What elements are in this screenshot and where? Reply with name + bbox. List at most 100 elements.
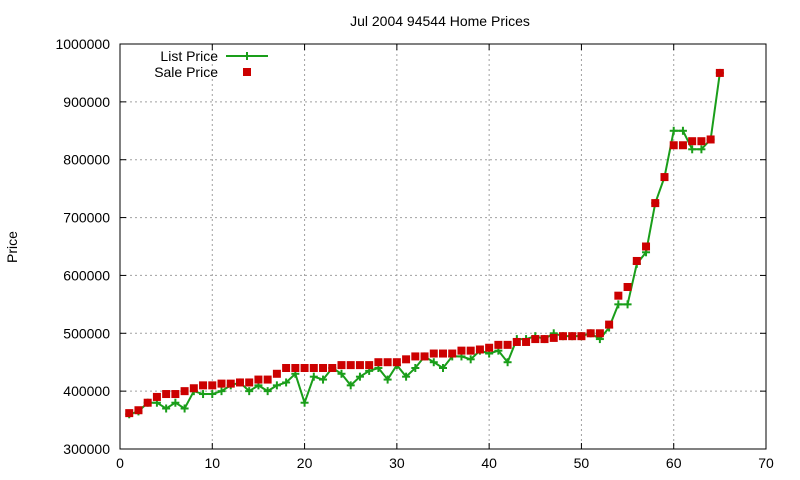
sale-price-point	[706, 135, 715, 144]
y-tick-label: 900000	[63, 94, 110, 110]
sale-price-point	[346, 361, 355, 370]
plot-border	[119, 43, 767, 450]
sale-price-point	[125, 409, 134, 418]
sale-price-point	[282, 364, 291, 372]
list-price-point	[282, 378, 291, 387]
list-price-point	[272, 381, 281, 390]
list-price-point	[678, 126, 687, 135]
y-tick-label: 300000	[63, 441, 110, 457]
sale-price-point	[300, 364, 309, 372]
list-price-point	[503, 358, 512, 367]
list-price-point	[466, 355, 475, 364]
sale-price-point	[208, 381, 217, 390]
list-price-point	[669, 126, 678, 135]
list-price-point	[614, 300, 623, 309]
sale-price-point	[715, 68, 724, 77]
sale-price-point	[199, 381, 208, 390]
list-price-point	[623, 300, 632, 309]
sale-price-point	[355, 361, 364, 370]
x-tick-label: 0	[116, 455, 124, 471]
sale-price-point	[494, 340, 503, 349]
list-price-point	[245, 387, 254, 396]
y-tick-label: 800000	[63, 152, 110, 168]
series	[125, 68, 724, 419]
sale-price-point	[439, 349, 447, 358]
sale-price-point	[245, 378, 254, 387]
list-price-point	[697, 145, 706, 154]
sale-price-point	[143, 398, 152, 407]
legend-swatch-square	[243, 68, 251, 76]
list-price-point	[217, 387, 226, 396]
sale-price-point	[217, 379, 226, 388]
legend-label: Sale Price	[154, 64, 218, 80]
list-price-point	[263, 387, 272, 396]
legend-swatch-marker	[243, 52, 251, 60]
sale-price-point	[678, 141, 687, 150]
sale-price-point	[189, 384, 198, 393]
sale-price-point	[651, 199, 660, 208]
y-tick-label: 1000000	[55, 36, 110, 52]
list-price-point	[429, 358, 438, 367]
sale-price-point	[337, 361, 346, 370]
x-tick-label: 20	[297, 455, 313, 471]
sale-price-point	[134, 406, 143, 415]
chart-title: Jul 2004 94544 Home Prices	[350, 13, 530, 29]
sale-price-point	[152, 392, 161, 401]
y-tick-label: 600000	[63, 267, 110, 283]
list-price-point	[300, 398, 309, 407]
legend-label: List Price	[160, 48, 218, 64]
list-price-point	[199, 390, 208, 399]
sale-price-point	[383, 358, 392, 367]
sale-price-point	[540, 335, 549, 344]
sale-price-point	[254, 375, 263, 384]
sale-price-point	[605, 320, 614, 329]
list-price-point	[411, 364, 420, 372]
sale-price-point	[568, 332, 577, 341]
sale-price-point	[586, 329, 595, 338]
x-tick-label: 50	[574, 455, 590, 471]
sale-price-point	[291, 364, 300, 372]
sale-price-point	[365, 361, 374, 370]
list-price-point	[439, 364, 447, 372]
sale-price-point	[411, 352, 420, 361]
sale-price-point	[392, 358, 401, 367]
list-price-point	[171, 398, 180, 407]
sale-price-point	[263, 375, 272, 384]
sale-price-point	[448, 349, 457, 358]
list-price-point	[319, 375, 328, 384]
sale-price-point	[457, 346, 466, 355]
x-tick-label: 70	[758, 455, 774, 471]
sale-price-point	[669, 141, 678, 150]
sale-price-point	[614, 291, 623, 300]
sale-price-point	[558, 332, 567, 341]
sale-price-point	[623, 283, 632, 291]
list-price-point	[355, 372, 364, 381]
sale-price-point	[697, 137, 706, 146]
list-price-point	[309, 372, 318, 381]
y-tick-label: 700000	[63, 210, 110, 226]
x-tick-label: 40	[481, 455, 497, 471]
sale-price-point	[309, 364, 318, 372]
sale-price-point	[577, 332, 586, 341]
sale-price-point	[402, 355, 411, 364]
sale-price-point	[429, 349, 438, 358]
sale-price-point	[531, 335, 540, 344]
x-tick-label: 10	[204, 455, 220, 471]
sale-price-point	[522, 337, 531, 346]
x-tick-label: 30	[389, 455, 405, 471]
list-price-point	[688, 145, 697, 154]
sale-price-point	[235, 378, 244, 387]
sale-price-point	[328, 364, 337, 372]
y-tick-label: 500000	[63, 325, 110, 341]
sale-price-point	[642, 242, 651, 251]
sale-price-point	[226, 379, 235, 388]
y-tick-label: 400000	[63, 383, 110, 399]
list-price-point	[337, 369, 346, 378]
sale-price-point	[688, 137, 697, 146]
sale-price-point	[180, 387, 189, 396]
list-price-point	[180, 404, 189, 413]
list-price-point	[402, 372, 411, 381]
list-price-point	[383, 375, 392, 384]
